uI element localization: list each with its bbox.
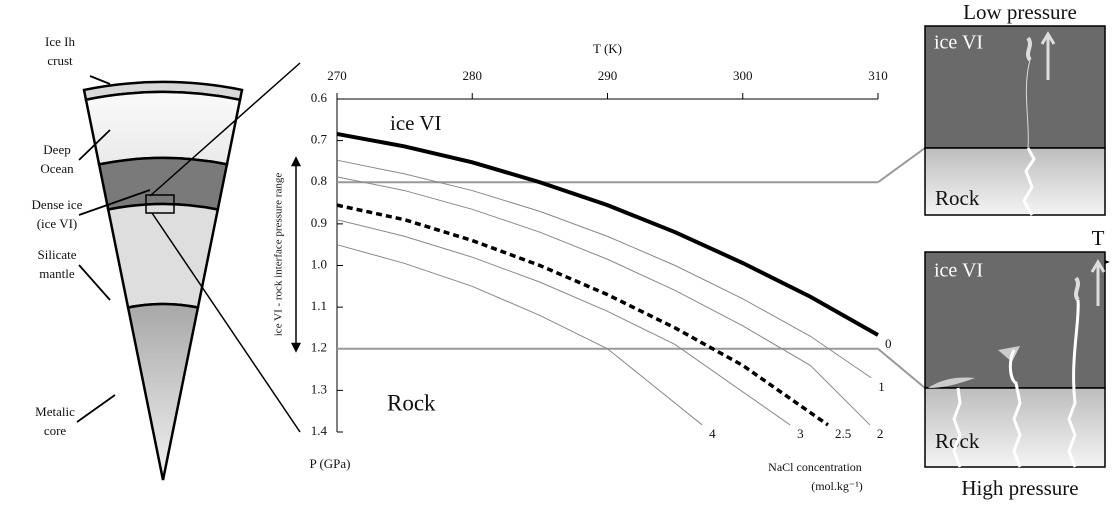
y-tick-label: 1.2: [311, 340, 327, 355]
layer-label: Ice Ih: [45, 34, 75, 49]
series-label: 3: [797, 426, 804, 441]
y-tick-label: 0.7: [311, 132, 328, 147]
legend-title: NaCl concentration: [768, 460, 862, 474]
layer: [84, 90, 242, 166]
melt-channel: [1025, 59, 1031, 149]
leader-line: [78, 129, 111, 161]
region-label: Rock: [387, 390, 436, 415]
series-label: 1: [878, 379, 885, 394]
melt-pocket: [998, 346, 1020, 362]
x-tick-label: 300: [733, 68, 753, 83]
zoom-box: [145, 194, 175, 214]
leader-line: [76, 394, 116, 423]
connector: [877, 147, 926, 184]
rock-region: [924, 147, 1106, 216]
arrow: [1090, 259, 1106, 306]
melt-channel: [1067, 299, 1080, 468]
layer-label: Silicate: [38, 247, 77, 262]
range-label: ice VI - rock interface pressure range: [273, 173, 285, 337]
x-tick-label: 270: [327, 68, 347, 83]
zoom-line: [151, 212, 301, 433]
planet-wedge: Ice Ih crust Deep Ocean Dense ice (ice VI) Sil…: [32, 34, 244, 481]
curve: [336, 159, 872, 379]
leader-line: [89, 75, 111, 85]
ice-region: [924, 25, 1106, 149]
melt-pocket: [928, 377, 975, 388]
y-tick-label: 1.4: [311, 423, 328, 438]
y-tick-label: 1.0: [311, 256, 327, 271]
melt-channel: [1008, 349, 1022, 468]
panel-title: Low pressure: [963, 0, 1077, 24]
y-axis-label: P (GPa): [309, 456, 350, 471]
curve: [336, 203, 829, 427]
axis-label: T: [1092, 226, 1105, 250]
layer: [126, 302, 200, 481]
panels: Low pressure ice VI Rock T ice VI Rock H…: [924, 0, 1110, 500]
panel-label: ice VI: [934, 32, 983, 54]
y-tick-label: 0.8: [311, 173, 327, 188]
panel-label: Rock: [935, 186, 980, 210]
layer-label: (ice VI): [37, 216, 78, 231]
layer-label: Dense ice: [32, 197, 83, 212]
layer-label: Metalic: [35, 404, 75, 419]
arrow: [1040, 31, 1056, 80]
y-tick-label: 0.9: [311, 215, 327, 230]
plume: [1074, 276, 1080, 302]
y-tick-label: 1.3: [311, 381, 327, 396]
x-tick-label: 280: [463, 68, 483, 83]
layer-label: Deep: [43, 142, 70, 157]
curve: [336, 176, 871, 426]
x-tick-label: 310: [868, 68, 888, 83]
legend-title: (mol.kg⁻¹): [811, 479, 863, 493]
leader-line: [78, 189, 151, 216]
series-label: 2.5: [835, 426, 851, 441]
layer-label: core: [44, 423, 67, 438]
layer-label: mantle: [39, 266, 75, 281]
series-label: 4: [709, 426, 716, 441]
x-axis-label: T (K): [593, 41, 622, 56]
layer-label: crust: [47, 53, 73, 68]
layer: [106, 202, 220, 309]
layer-label: Ocean: [40, 161, 74, 176]
series-label: 2: [877, 426, 884, 441]
zoom-line: [149, 62, 301, 197]
series-label: 0: [885, 336, 892, 351]
region-label: ice VI: [390, 111, 442, 135]
connector: [877, 347, 926, 389]
curve: [336, 131, 879, 337]
leader-line: [78, 264, 111, 301]
melt-channel: [952, 387, 962, 468]
y-tick-label: 0.6: [311, 90, 328, 105]
panel-title: High pressure: [961, 476, 1078, 500]
chart: 270 280 290 300 3100.60.70.80.91.01.11.21.31…: [273, 41, 926, 493]
x-tick-label: 290: [598, 68, 618, 83]
plume: [1026, 36, 1032, 62]
curve: [336, 244, 703, 426]
y-tick-label: 1.1: [311, 298, 327, 313]
curve: [336, 219, 791, 426]
panel-label: ice VI: [934, 260, 983, 282]
melt-channel: [1022, 147, 1036, 216]
